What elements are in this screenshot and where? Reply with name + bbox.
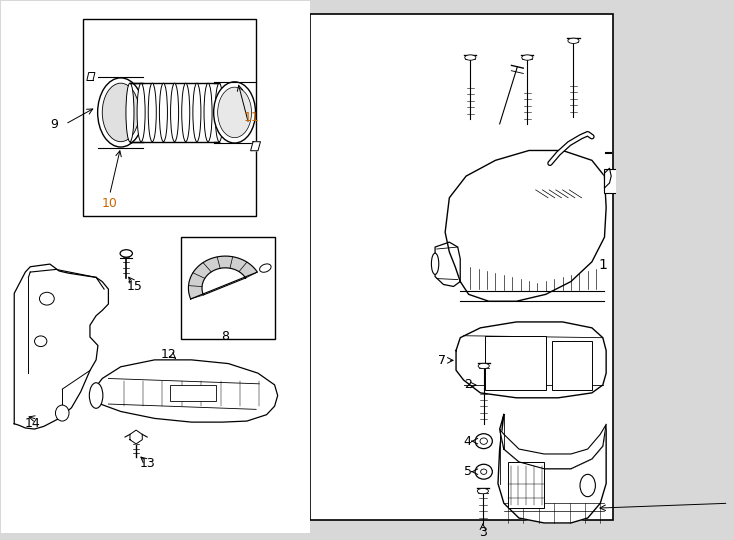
Bar	[553, 341, 592, 390]
Text: 13: 13	[139, 457, 155, 470]
Ellipse shape	[204, 83, 212, 141]
Circle shape	[34, 336, 47, 347]
Ellipse shape	[137, 83, 145, 141]
Text: 7: 7	[437, 354, 446, 367]
Bar	[181, 238, 275, 339]
Text: 4: 4	[464, 435, 472, 448]
Bar	[508, 462, 544, 508]
Ellipse shape	[568, 38, 579, 43]
Text: 1: 1	[598, 258, 607, 272]
Polygon shape	[189, 256, 258, 299]
Polygon shape	[90, 360, 277, 422]
Ellipse shape	[465, 55, 476, 60]
Text: 10: 10	[102, 198, 117, 211]
Text: 15: 15	[127, 280, 143, 293]
Bar	[170, 385, 216, 401]
Text: 14: 14	[25, 417, 40, 430]
Ellipse shape	[218, 87, 252, 138]
Ellipse shape	[126, 83, 134, 141]
Ellipse shape	[120, 249, 132, 257]
Circle shape	[475, 434, 493, 449]
Ellipse shape	[477, 489, 488, 494]
Bar	[1, 1, 310, 533]
Text: 8: 8	[222, 330, 229, 343]
Bar	[603, 169, 619, 193]
Text: 12: 12	[160, 348, 176, 361]
Polygon shape	[87, 72, 95, 80]
Ellipse shape	[90, 383, 103, 408]
Ellipse shape	[478, 363, 490, 369]
Bar	[82, 19, 256, 216]
Ellipse shape	[182, 83, 190, 141]
Ellipse shape	[56, 405, 69, 421]
Bar	[310, 14, 613, 519]
Ellipse shape	[193, 83, 201, 141]
Bar	[485, 336, 546, 390]
Polygon shape	[14, 264, 109, 429]
Ellipse shape	[215, 83, 223, 141]
Polygon shape	[456, 322, 606, 398]
Circle shape	[40, 292, 54, 305]
Ellipse shape	[159, 83, 167, 141]
Ellipse shape	[214, 82, 255, 143]
Ellipse shape	[432, 253, 439, 274]
Text: 2: 2	[464, 379, 472, 392]
Polygon shape	[130, 430, 142, 444]
Ellipse shape	[148, 83, 156, 141]
Ellipse shape	[102, 83, 139, 141]
Ellipse shape	[580, 474, 595, 497]
Circle shape	[480, 438, 487, 444]
Polygon shape	[435, 242, 460, 286]
Polygon shape	[605, 168, 611, 188]
Polygon shape	[500, 424, 606, 469]
Ellipse shape	[522, 55, 533, 60]
Polygon shape	[445, 151, 606, 301]
Polygon shape	[250, 141, 261, 151]
Circle shape	[475, 464, 493, 479]
Text: 9: 9	[51, 118, 58, 131]
Text: 11: 11	[244, 111, 259, 124]
Text: 5: 5	[464, 465, 472, 478]
Ellipse shape	[98, 78, 144, 147]
Text: 3: 3	[479, 526, 487, 539]
Circle shape	[481, 469, 487, 474]
Ellipse shape	[260, 264, 271, 272]
Ellipse shape	[170, 83, 178, 141]
Polygon shape	[498, 415, 606, 523]
